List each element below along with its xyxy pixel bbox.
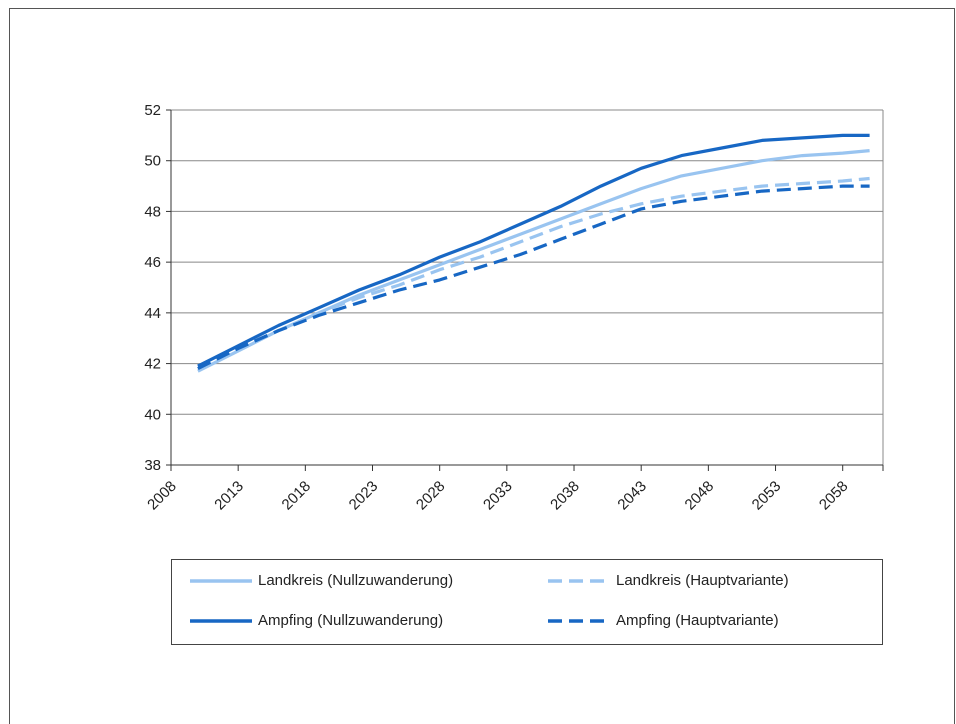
- x-tick-label: 2018: [279, 478, 315, 514]
- series-line-0: [197, 149, 870, 373]
- series-line-3: [197, 184, 870, 371]
- x-tick-label: 2008: [144, 478, 180, 514]
- legend-swatch: [548, 618, 610, 623]
- legend-swatch: [190, 578, 252, 583]
- legend-item-ampfing-nullzuwanderung: Ampfing (Nullzuwanderung): [190, 612, 443, 629]
- legend-label: Ampfing (Nullzuwanderung): [258, 612, 444, 629]
- series-line-2: [197, 133, 870, 368]
- y-tick-label: 38: [144, 457, 161, 474]
- y-tick-label: 46: [144, 254, 161, 271]
- legend-swatch: [190, 618, 252, 623]
- y-tick-label: 52: [144, 102, 161, 119]
- series-lines: [197, 133, 870, 373]
- y-tick-label: 50: [144, 153, 161, 170]
- x-tick-label: 2038: [547, 478, 583, 514]
- chart-frame: [9, 8, 955, 724]
- x-tick-label: 2033: [480, 478, 516, 514]
- x-tick-label: 2043: [614, 478, 650, 514]
- legend-label: Landkreis (Nullzuwanderung): [258, 572, 454, 589]
- legend-label: Landkreis (Hauptvariante): [616, 572, 789, 589]
- x-tick-label: 2028: [413, 478, 449, 514]
- legend-swatch: [548, 578, 610, 583]
- y-tick-label: 42: [144, 356, 161, 373]
- x-tick-label: 2048: [682, 478, 718, 514]
- y-tick-label: 44: [144, 305, 161, 322]
- y-tick-label: 40: [144, 406, 161, 423]
- x-tick-label: 2058: [816, 478, 852, 514]
- legend-item-ampfing-hauptvariante: Ampfing (Hauptvariante): [548, 612, 779, 629]
- x-tick-label: 2013: [211, 478, 247, 514]
- x-tick-label: 2053: [749, 478, 785, 514]
- legend: Landkreis (Nullzuwanderung) Landkreis (H…: [171, 559, 883, 645]
- x-tick-label: 2023: [346, 478, 382, 514]
- legend-item-landkreis-nullzuwanderung: Landkreis (Nullzuwanderung): [190, 572, 453, 589]
- y-tick-label: 48: [144, 203, 161, 220]
- series-line-1: [197, 176, 870, 371]
- line-chart: 38 40 42 44 46 48 50 52 2008 2013 2018 2023 2028 2033…: [144, 102, 884, 514]
- legend-item-landkreis-hauptvariante: Landkreis (Hauptvariante): [548, 572, 789, 589]
- gridlines: [171, 109, 884, 465]
- legend-label: Ampfing (Hauptvariante): [616, 612, 779, 629]
- axes: 38 40 42 44 46 48 50 52 2008 2013 2018 2023 2028 2033…: [144, 102, 884, 514]
